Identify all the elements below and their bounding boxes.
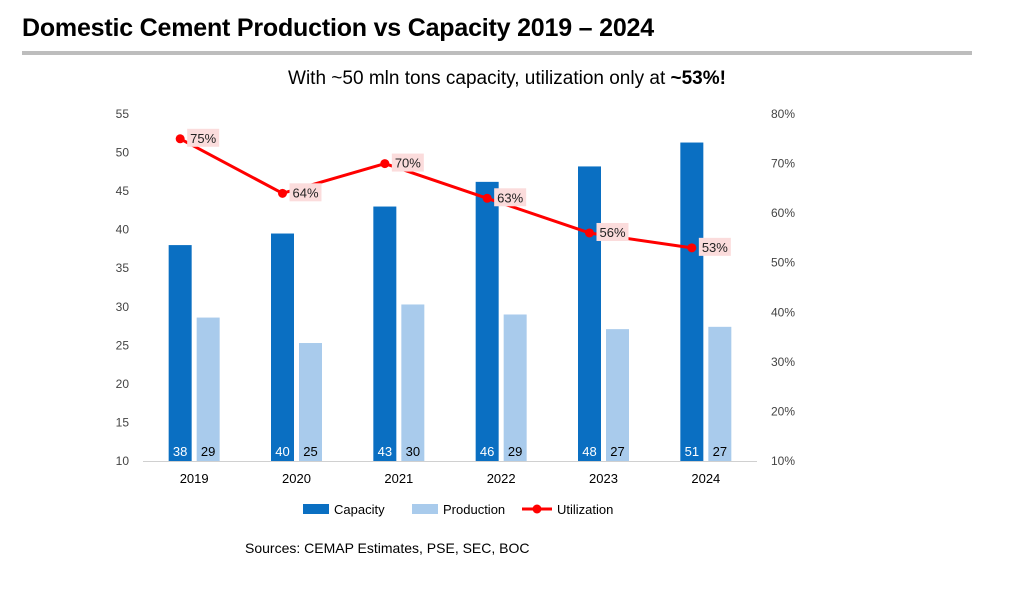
source-note: Sources: CEMAP Estimates, PSE, SEC, BOC [245, 540, 530, 556]
capacity-data-label: 51 [685, 444, 699, 459]
y-right-tick-label: 70% [771, 157, 795, 171]
utilization-label-background [187, 128, 220, 147]
x-tick-label: 2019 [180, 471, 209, 486]
capacity-data-label: 40 [275, 444, 289, 459]
production-bar [299, 343, 322, 461]
y-right-tick-label: 10% [771, 454, 795, 468]
capacity-data-label: 48 [582, 444, 596, 459]
capacity-data-label: 46 [480, 444, 494, 459]
utilization-label-background [596, 222, 629, 241]
y-left-tick-label: 15 [116, 415, 130, 429]
utilization-point [585, 228, 594, 238]
x-tick-label: 2021 [384, 471, 413, 486]
utilization-point [380, 159, 390, 169]
production-data-label: 27 [610, 444, 624, 459]
utilization-data-label: 56% [599, 225, 625, 240]
y-right-tick-label: 30% [771, 355, 795, 369]
y-left-tick-label: 40 [116, 223, 130, 237]
capacity-bar [271, 233, 294, 461]
production-data-label: 29 [508, 444, 522, 459]
y-left-tick-label: 50 [116, 146, 130, 160]
x-tick-label: 2022 [487, 471, 516, 486]
subtitle-highlight: ~53%! [670, 68, 726, 89]
legend-utilization-label: Utilization [557, 502, 613, 517]
capacity-bar [373, 206, 397, 461]
y-left-tick-label: 35 [116, 261, 130, 275]
production-data-label: 27 [713, 444, 727, 459]
y-right-tick-label: 50% [771, 256, 795, 270]
capacity-bar [578, 166, 601, 462]
utilization-point [278, 188, 287, 198]
y-left-tick-label: 45 [116, 184, 130, 198]
production-bar [606, 329, 629, 461]
y-left-tick-label: 10 [116, 454, 130, 468]
utilization-point [482, 193, 492, 203]
utilization-label-background [494, 188, 527, 207]
x-tick-label: 2020 [282, 471, 311, 486]
capacity-bar [475, 181, 499, 461]
x-tick-label: 2024 [691, 471, 720, 486]
legend-utilization-marker [532, 504, 542, 514]
capacity-bar [168, 245, 192, 461]
y-right-tick-label: 20% [771, 404, 795, 418]
production-bar [503, 314, 527, 461]
production-data-label: 30 [406, 444, 420, 459]
y-left-tick-label: 30 [116, 300, 130, 314]
utilization-data-label: 64% [292, 185, 318, 200]
production-bar [401, 304, 425, 461]
capacity-data-label: 38 [173, 444, 187, 459]
production-data-label: 29 [201, 444, 215, 459]
y-right-tick-label: 80% [771, 107, 795, 121]
capacity-data-label: 43 [378, 444, 392, 459]
x-tick-label: 2023 [589, 471, 618, 486]
utilization-point [687, 243, 697, 253]
production-bar [708, 326, 732, 461]
utilization-point [175, 134, 185, 144]
chart-subtitle: With ~50 mln tons capacity, utilization … [0, 68, 1014, 90]
production-bar [196, 317, 220, 461]
y-left-tick-label: 55 [116, 107, 130, 121]
title-divider [22, 51, 972, 55]
legend-production-label: Production [443, 502, 505, 517]
legend-capacity-label: Capacity [334, 502, 385, 517]
y-right-tick-label: 60% [771, 206, 795, 220]
utilization-label-background [391, 153, 424, 172]
subtitle-text: With ~50 mln tons capacity, utilization … [288, 68, 671, 89]
utilization-data-label: 63% [497, 190, 523, 205]
legend-production-swatch [412, 504, 438, 514]
production-data-label: 25 [303, 444, 317, 459]
utilization-data-label: 53% [702, 240, 728, 255]
utilization-label-background [289, 183, 322, 202]
capacity-bar [680, 142, 704, 461]
page-title: Domestic Cement Production vs Capacity 2… [22, 14, 654, 42]
y-left-tick-label: 20 [116, 377, 130, 391]
utilization-label-background [698, 237, 731, 256]
y-left-tick-label: 25 [116, 338, 130, 352]
legend-capacity-swatch [303, 504, 329, 514]
utilization-data-label: 75% [190, 131, 216, 146]
y-right-tick-label: 40% [771, 305, 795, 319]
utilization-data-label: 70% [395, 156, 421, 171]
